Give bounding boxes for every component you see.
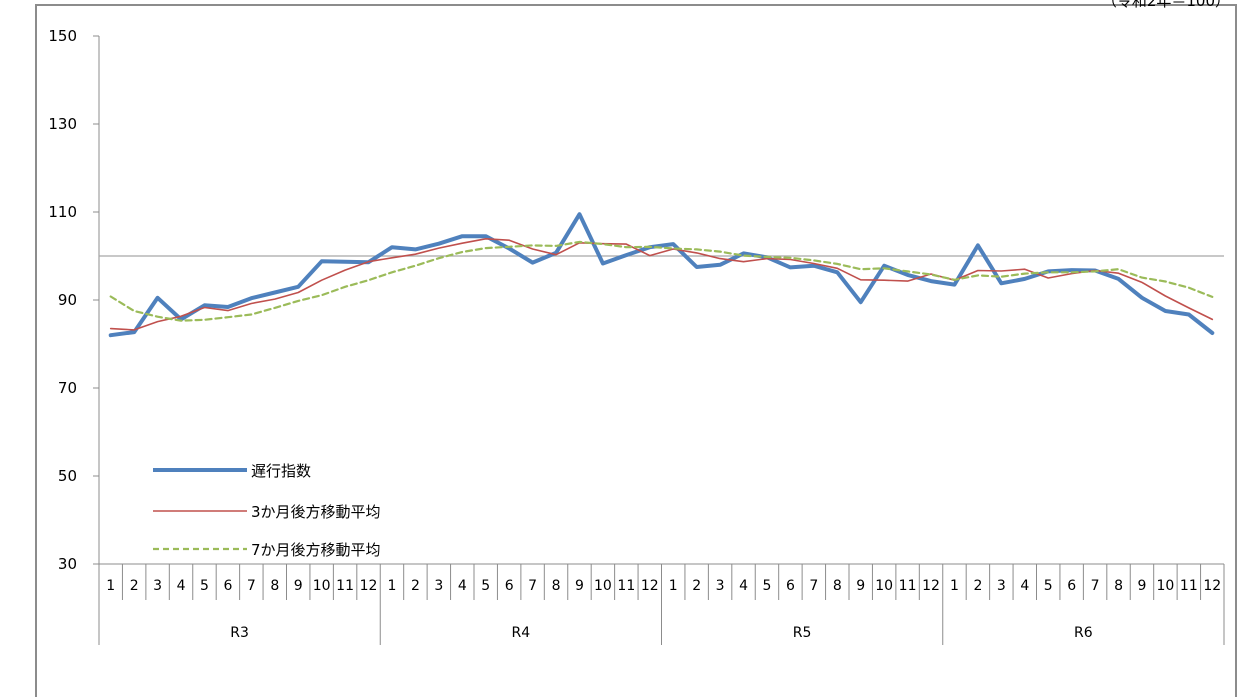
legend-label: 3か月後方移動平均 [251,503,381,521]
x-tick-label: 9 [294,578,303,594]
series-line-3-month-ma [109,238,1214,331]
x-tick-label: 4 [177,578,186,594]
x-tick-label: 10 [1156,578,1174,594]
x-tick-label: 6 [223,578,232,594]
x-tick-label: 1 [669,578,678,594]
x-tick-label: 3 [997,578,1006,594]
x-tick-label: 5 [763,578,772,594]
x-tick-label: 8 [1114,578,1123,594]
x-tick-label: 10 [313,578,331,594]
legend-label: 7か月後方移動平均 [251,541,381,559]
x-tick-label: 8 [270,578,279,594]
x-tick-label: 4 [458,578,467,594]
x-tick-label: 5 [1044,578,1053,594]
x-tick-label: 11 [899,578,917,594]
x-tick-label: 9 [856,578,865,594]
x-tick-label: 7 [1091,578,1100,594]
x-tick-label: 12 [922,578,940,594]
x-tick-label: 5 [200,578,209,594]
x-tick-label: 11 [336,578,354,594]
x-tick-label: 4 [1020,578,1029,594]
x-tick-label: 4 [739,578,748,594]
x-tick-label: 10 [875,578,893,594]
series-layer [108,212,1215,338]
y-tick-label: 70 [58,379,77,397]
legend-label: 遅行指数 [251,462,311,480]
x-tick-label: 2 [130,578,139,594]
x-tick-label: 2 [692,578,701,594]
x-tick-label: 3 [716,578,725,594]
x-tick-label: 6 [786,578,795,594]
x-tick-label: 12 [360,578,378,594]
legend: 遅行指数 3か月後方移動平均 7か月後方移動平均 [153,462,381,559]
x-tick-label: 1 [950,578,959,594]
x-tick-label: 7 [528,578,537,594]
y-tick-label: 50 [58,467,77,485]
y-tick-label: 90 [58,291,77,309]
x-tick-label: 9 [575,578,584,594]
x-tick-label: 3 [434,578,443,594]
series-line-lagging-index [108,212,1215,338]
group-label: R3 [230,625,249,641]
x-tick-label: 2 [411,578,420,594]
x-tick-label: 8 [833,578,842,594]
unit-note: （令和2年＝100） [1102,0,1230,10]
x-tick-label: 7 [809,578,818,594]
y-tick-label: 150 [48,27,77,45]
x-tick-label: 1 [388,578,397,594]
x-tick-label: 8 [552,578,561,594]
x-tick-label: 6 [1067,578,1076,594]
x-tick-label: 12 [1203,578,1221,594]
x-tick-label: 3 [153,578,162,594]
x-tick-label: 6 [505,578,514,594]
x-tick-label: 12 [641,578,659,594]
group-label: R6 [1074,625,1093,641]
x-tick-label: 11 [617,578,635,594]
group-label: R5 [793,625,812,641]
x-tick-label: 2 [973,578,982,594]
x-tick-label: 11 [1180,578,1198,594]
group-label: R4 [512,625,531,641]
x-tick-label: 1 [106,578,115,594]
y-tick-label: 30 [58,555,77,573]
x-tick-label: 9 [1138,578,1147,594]
x-tick-label: 10 [594,578,612,594]
x-tick-label: 7 [247,578,256,594]
series-line-7-month-ma [109,240,1214,322]
x-tick-label: 5 [481,578,490,594]
y-tick-label: 110 [48,203,77,221]
y-tick-label: 130 [48,115,77,133]
